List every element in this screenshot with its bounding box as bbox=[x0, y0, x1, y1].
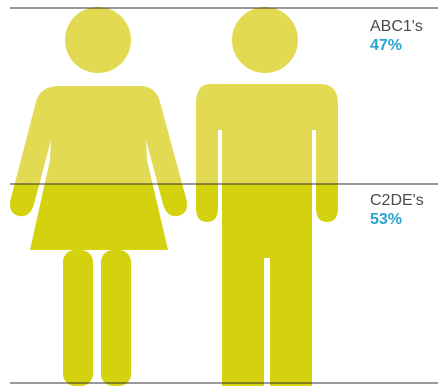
male-figure-icon-part bbox=[196, 84, 338, 184]
female-figure-icon-part bbox=[10, 184, 187, 250]
male-figure-icon-part bbox=[196, 184, 338, 386]
segment-value-c2de: 53% bbox=[370, 211, 403, 228]
female-figure-icon-part bbox=[65, 7, 131, 73]
figures-top-segment bbox=[14, 7, 338, 184]
segment-label-abc1: ABC1's bbox=[370, 18, 423, 35]
male-figure-icon-part bbox=[232, 7, 298, 73]
female-figure-icon-part bbox=[101, 250, 131, 386]
figures-bottom-segment bbox=[10, 184, 338, 386]
segment-value-abc1: 47% bbox=[370, 37, 403, 54]
segment-label-c2de: C2DE's bbox=[370, 192, 424, 209]
female-figure-icon-part bbox=[63, 250, 93, 386]
female-figure-icon-part bbox=[14, 86, 183, 184]
